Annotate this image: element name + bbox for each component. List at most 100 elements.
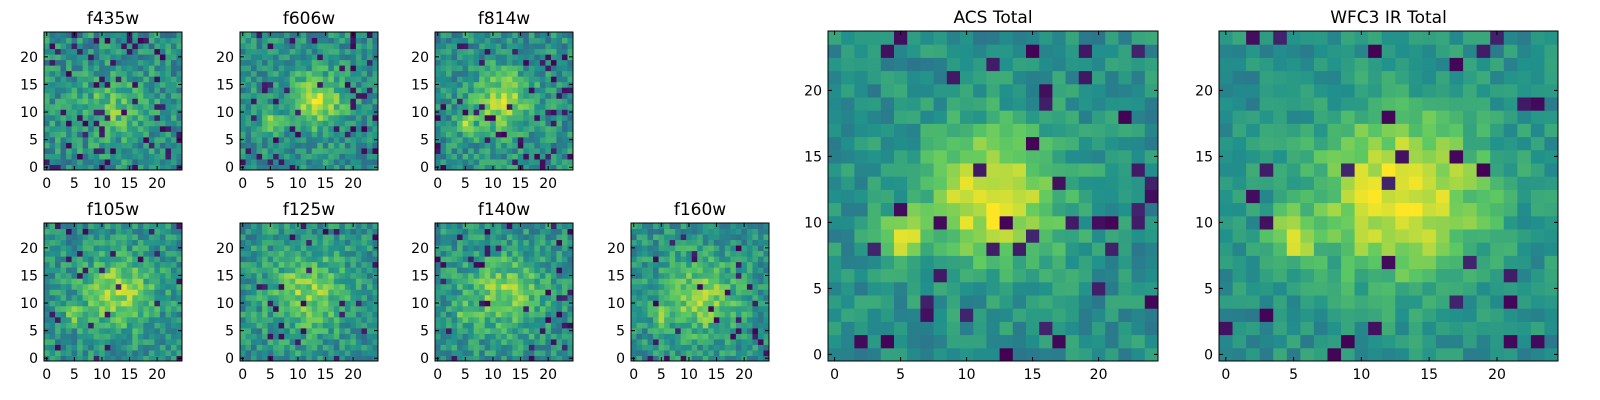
heatmap-cell [132, 333, 139, 340]
heatmap-cell [262, 322, 269, 329]
heatmap-cell [440, 267, 447, 274]
heatmap-cell [159, 294, 166, 301]
heatmap-cell [730, 300, 737, 307]
heatmap-cell [361, 250, 368, 257]
heatmap-cell [675, 305, 682, 312]
heatmap-cell [501, 283, 508, 290]
heatmap-cell [462, 98, 469, 105]
heatmap-cell [763, 261, 770, 268]
heatmap-cell [66, 48, 73, 55]
heatmap-cell [148, 136, 155, 143]
heatmap-cell [121, 349, 128, 356]
heatmap-cell [473, 305, 480, 312]
heatmap-cell [328, 136, 335, 143]
heatmap-cell [561, 142, 568, 149]
heatmap-cell [686, 316, 693, 323]
heatmap-cell [267, 48, 274, 55]
heatmap-cell [93, 333, 100, 340]
heatmap-cell [435, 65, 442, 72]
heatmap-cell [647, 344, 654, 351]
heatmap-cell [251, 327, 258, 334]
heatmap-cell [528, 234, 535, 241]
heatmap-cell [567, 120, 574, 127]
heatmap-cell [278, 289, 285, 296]
heatmap-cell [372, 250, 379, 257]
heatmap-cell [435, 158, 442, 165]
heatmap-cell [636, 228, 643, 235]
heatmap-cell [273, 311, 280, 318]
heatmap-cell [451, 261, 458, 268]
heatmap-cell [317, 136, 324, 143]
heatmap-cell [245, 239, 252, 246]
heatmap-cell [66, 349, 73, 356]
heatmap-cell [328, 65, 335, 72]
heatmap-cell [724, 344, 731, 351]
heatmap-cell [322, 98, 329, 105]
heatmap-cell [88, 322, 95, 329]
heatmap-cell [132, 125, 139, 132]
heatmap-cell [1144, 308, 1159, 322]
heatmap-cell [1144, 321, 1159, 336]
heatmap-cell [561, 349, 568, 356]
heatmap-cell [245, 228, 252, 235]
heatmap-cell [517, 333, 524, 340]
heatmap-cell [278, 87, 285, 94]
heatmap-cell [60, 300, 67, 307]
heatmap-cell [440, 234, 447, 241]
heatmap-cell [44, 250, 51, 257]
heatmap-cell [176, 32, 183, 39]
heatmap-cell [49, 76, 56, 83]
heatmap-cell [289, 223, 296, 230]
heatmap-cell [907, 229, 921, 243]
heatmap-cell [446, 245, 453, 252]
heatmap-cell [680, 294, 687, 301]
heatmap-cell [333, 70, 340, 77]
heatmap-cell [468, 109, 475, 116]
heatmap-cell [512, 349, 519, 356]
heatmap-cell [1065, 334, 1080, 349]
heatmap-cell [344, 228, 351, 235]
heatmap-cell [82, 338, 89, 345]
heatmap-cell [143, 81, 150, 88]
heatmap-cell [735, 333, 742, 340]
heatmap-cell [473, 76, 480, 83]
heatmap-cell [435, 103, 442, 110]
heatmap-cell [137, 300, 144, 307]
heatmap-cell [523, 349, 530, 356]
heatmap-cell [306, 103, 313, 110]
heatmap-cell [60, 355, 67, 362]
heatmap-cell [88, 59, 95, 66]
heatmap-cell [240, 37, 247, 44]
heatmap-cell [284, 153, 291, 160]
heatmap-cell [1052, 321, 1067, 336]
heatmap-cell [99, 239, 106, 246]
heatmap-cell [300, 125, 307, 132]
heatmap-cell [735, 283, 742, 290]
heatmap-cell [361, 43, 368, 50]
heatmap-cell [567, 153, 574, 160]
heatmap-cell [512, 131, 519, 138]
heatmap-cell [355, 250, 362, 257]
heatmap-cell [462, 349, 469, 356]
heatmap-cell [317, 239, 324, 246]
heatmap-cell [735, 245, 742, 252]
heatmap-cell [137, 103, 144, 110]
heatmap-cell [350, 272, 357, 279]
heatmap-cell [88, 54, 95, 61]
heatmap-cell [93, 98, 100, 105]
heatmap-cell [697, 278, 704, 285]
heatmap-cell [88, 65, 95, 72]
heatmap-cell [1039, 268, 1053, 283]
heatmap-cell [746, 355, 753, 362]
heatmap-cell [567, 59, 574, 66]
heatmap-cell [137, 311, 144, 318]
heatmap-cell [457, 70, 464, 77]
heatmap-cell [170, 311, 177, 318]
heatmap-cell [143, 355, 150, 362]
heatmap-cell [462, 43, 469, 50]
heatmap-cell [1105, 176, 1119, 190]
heatmap-cell [1118, 229, 1133, 243]
heatmap-cell [880, 149, 895, 164]
heatmap-cell [894, 295, 908, 309]
heatmap-cell [137, 147, 144, 154]
